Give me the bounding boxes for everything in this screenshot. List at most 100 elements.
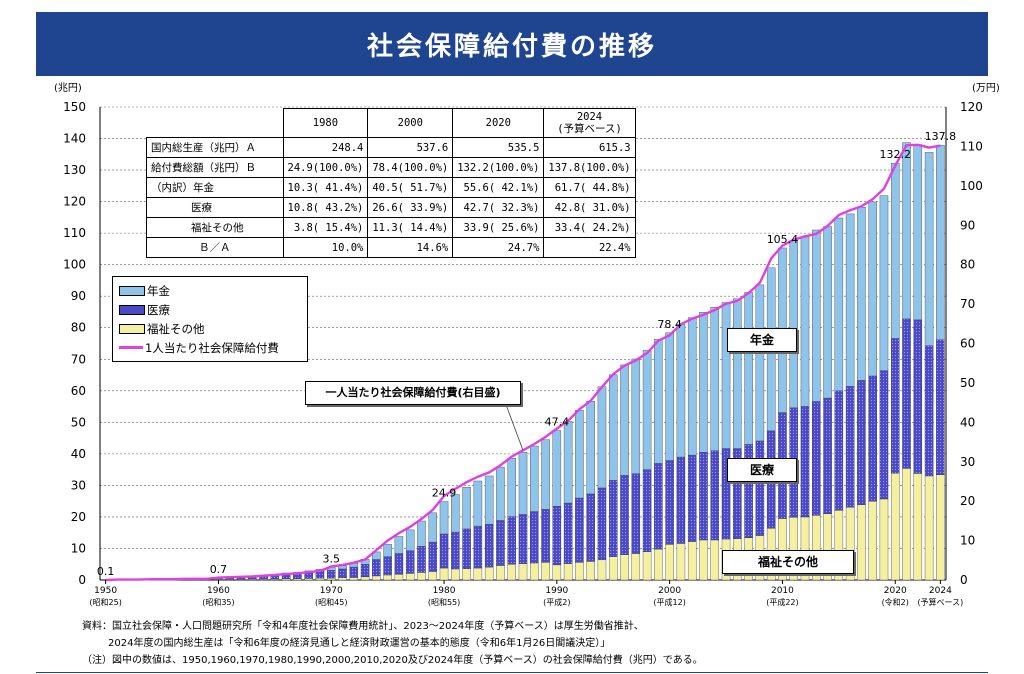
legend-label: 1人当たり社会保障給付費 bbox=[145, 340, 279, 355]
bar-pension bbox=[484, 475, 494, 525]
bar-value-label: 78.4 bbox=[657, 318, 682, 331]
y-axis-right-unit: (万円) bbox=[972, 83, 1000, 94]
bar-medical bbox=[383, 556, 392, 576]
bar-welfare bbox=[710, 539, 720, 581]
bar-pension bbox=[721, 302, 731, 449]
y-tick-label-left: 60 bbox=[71, 384, 86, 398]
bar-medical bbox=[360, 564, 370, 578]
bar-welfare bbox=[451, 568, 460, 581]
legend-swatch bbox=[119, 304, 145, 315]
table-cell: 42.7( 32.3%) bbox=[452, 197, 545, 218]
bar-welfare bbox=[338, 577, 347, 581]
y-tick-label-right: 10 bbox=[960, 534, 975, 548]
bar-pension bbox=[699, 312, 708, 453]
bar-medical bbox=[541, 509, 550, 563]
y-axis-left-unit: (兆円) bbox=[54, 82, 82, 94]
bar-welfare bbox=[597, 559, 607, 581]
legend-line-swatch bbox=[119, 346, 143, 349]
bar-medical bbox=[484, 523, 494, 568]
bar-welfare bbox=[496, 565, 505, 581]
bar-welfare bbox=[890, 472, 900, 581]
bar-pension bbox=[586, 401, 595, 495]
y-tick-label-left: 0 bbox=[78, 573, 86, 587]
y-tick-label-right: 20 bbox=[960, 494, 975, 508]
bar-pension bbox=[394, 536, 404, 554]
title-banner: 社会保障給付費の推移 bbox=[36, 12, 988, 76]
legend-swatch bbox=[119, 323, 145, 334]
bar-pension bbox=[744, 292, 753, 445]
legend-swatch bbox=[119, 285, 145, 296]
table-row-label: 医療 bbox=[146, 197, 284, 218]
table-row: 給付費総額（兆円）Ｂ 24.9(100.0%) 78.4(100.0%) 132… bbox=[146, 157, 636, 178]
bar-welfare bbox=[541, 562, 550, 581]
legend-item-welfare: 福祉その他 bbox=[119, 319, 301, 338]
bar-medical bbox=[405, 550, 415, 574]
annotation-medical: 医療 bbox=[727, 458, 797, 482]
bar-medical bbox=[394, 553, 404, 575]
bar-pension bbox=[845, 213, 855, 387]
x-tick-sublabel: (平成22) bbox=[766, 597, 798, 607]
bar-medical bbox=[665, 460, 674, 545]
bar-welfare bbox=[428, 571, 438, 581]
bar-medical bbox=[913, 319, 923, 474]
bar-medical bbox=[338, 568, 347, 578]
table-cell: 33.9( 25.6%) bbox=[452, 217, 545, 238]
legend-label: 年金 bbox=[147, 283, 170, 298]
bar-welfare bbox=[304, 578, 313, 581]
bar-medical bbox=[518, 514, 528, 564]
bar-medical bbox=[563, 502, 573, 564]
bar-pension bbox=[451, 494, 460, 533]
x-tick-sublabel: (令和2) bbox=[882, 597, 909, 607]
bar-welfare bbox=[879, 498, 889, 581]
bar-welfare bbox=[484, 566, 494, 581]
bar-pension bbox=[789, 240, 798, 409]
bar-pension bbox=[733, 298, 742, 449]
bar-medical bbox=[676, 456, 686, 544]
bar-medical bbox=[631, 473, 641, 554]
y-tick-label-right: 90 bbox=[960, 218, 975, 232]
bar-medical bbox=[654, 463, 663, 550]
bar-pension bbox=[631, 358, 641, 474]
table-row-label: 国内総生産（兆円）Ａ bbox=[146, 137, 284, 158]
bar-pension bbox=[676, 324, 686, 458]
bar-pension bbox=[597, 386, 607, 489]
bar-pension bbox=[496, 466, 505, 521]
table-cell: 40.5( 51.7%) bbox=[367, 177, 454, 198]
x-tick-label: 2000 bbox=[658, 586, 681, 596]
table-cell: 615.3 bbox=[543, 137, 636, 158]
bar-welfare bbox=[439, 567, 449, 581]
page-title: 社会保障給付費の推移 bbox=[366, 31, 657, 62]
bar-medical bbox=[473, 525, 483, 569]
table-cell: 537.6 bbox=[367, 137, 454, 158]
table-cell: 248.4 bbox=[282, 137, 369, 158]
bar-welfare bbox=[913, 473, 923, 581]
table-row-label: 給付費総額（兆円）Ｂ bbox=[146, 157, 284, 178]
bar-medical bbox=[349, 566, 359, 578]
x-tick-label: 2020 bbox=[884, 586, 907, 596]
table-cell: 11.3( 14.4%) bbox=[367, 217, 454, 238]
bar-pension bbox=[868, 201, 877, 377]
y-tick-label-left: 130 bbox=[63, 163, 86, 177]
bar-pension bbox=[473, 480, 483, 527]
bar-welfare bbox=[552, 564, 562, 581]
bar-welfare bbox=[642, 551, 652, 581]
bar-pension bbox=[913, 144, 923, 321]
bar-medical bbox=[428, 541, 438, 572]
table-row: Ｂ／Ａ 10.0% 14.6% 24.7% 22.4% bbox=[146, 237, 636, 258]
bar-medical bbox=[462, 528, 471, 569]
y-tick-label-right: 60 bbox=[960, 337, 975, 351]
x-tick-label: 1950 bbox=[94, 586, 117, 596]
x-tick-sublabel: (予算ベース) bbox=[917, 597, 963, 607]
bar-medical bbox=[857, 380, 866, 505]
bar-value-label: 0.7 bbox=[210, 563, 228, 576]
x-tick-sublabel: (昭和45) bbox=[315, 598, 347, 607]
bar-pension bbox=[823, 226, 832, 399]
table-header-cell: 2024 (予算ベース) bbox=[543, 108, 636, 138]
table-cell: 10.8( 43.2%) bbox=[282, 197, 369, 218]
bar-welfare bbox=[507, 564, 516, 581]
table-cell: 24.9(100.0%) bbox=[282, 157, 369, 178]
table-cell: 42.8( 31.0%) bbox=[543, 197, 636, 218]
summary-table: 1980 2000 2020 2024 (予算ベース) 国内総生産（兆円）Ａ 2… bbox=[146, 108, 636, 258]
bar-medical bbox=[823, 397, 832, 514]
bar-pension bbox=[575, 410, 584, 499]
